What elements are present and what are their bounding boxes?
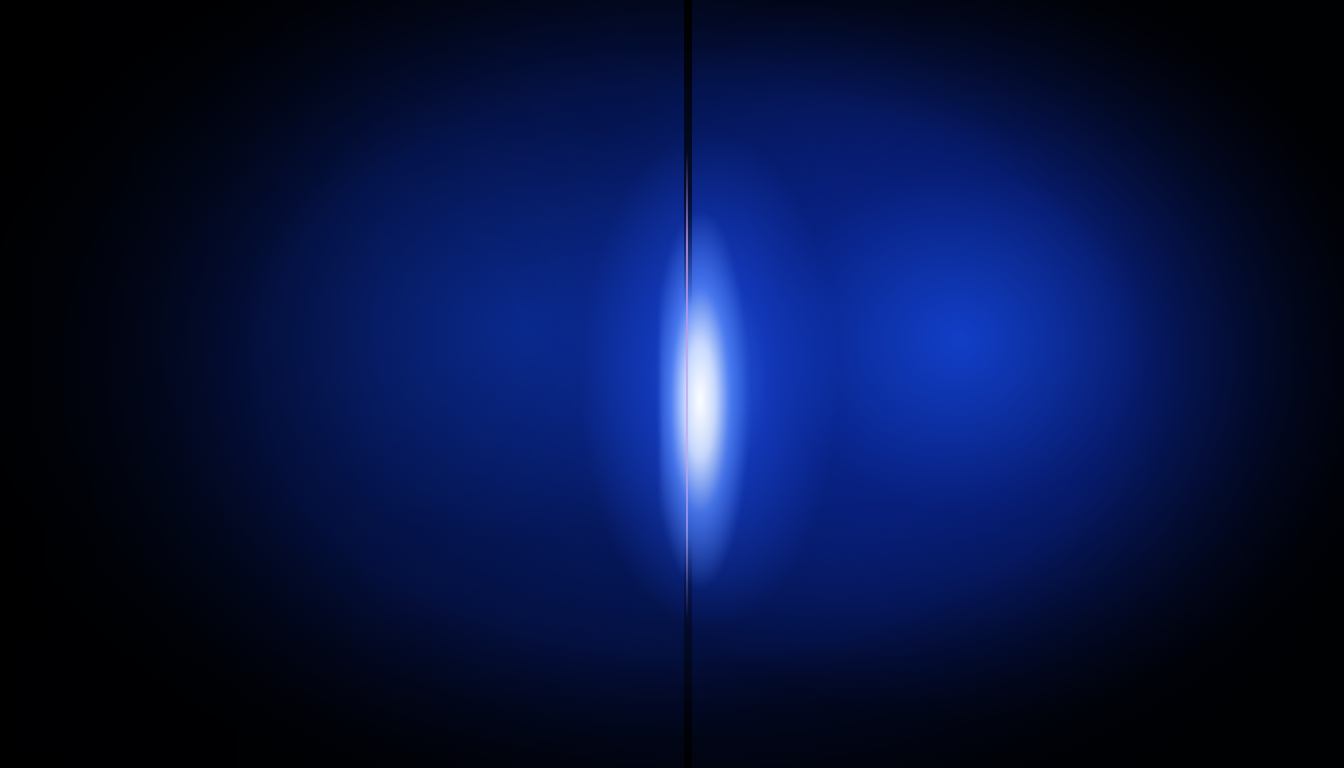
vignette bbox=[0, 0, 1344, 768]
photo-scene bbox=[0, 0, 1344, 768]
